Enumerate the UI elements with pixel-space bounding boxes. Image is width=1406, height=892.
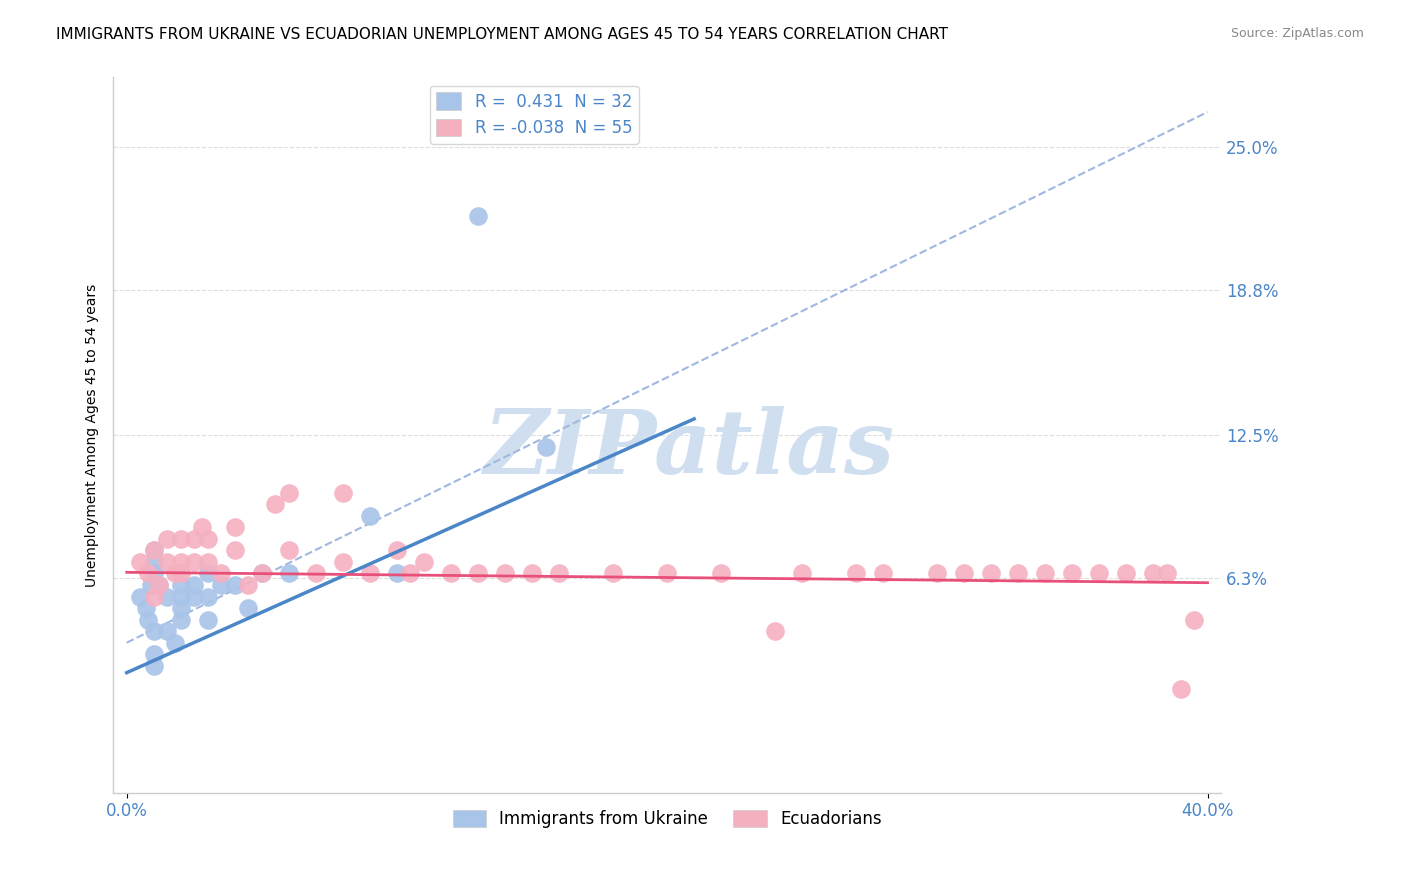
Point [1170,681,1192,696]
Point [156,590,179,604]
Point [494,566,516,581]
Point [359,566,381,581]
Point [1115,566,1137,581]
Point [142,658,165,673]
Point [197,566,219,581]
Point [953,566,976,581]
Point [183,590,205,604]
Point [1156,566,1178,581]
Point [1182,613,1205,627]
Point [763,624,786,639]
Point [156,624,179,639]
Point [142,543,165,558]
Point [710,566,733,581]
Point [1088,566,1111,581]
Point [197,532,219,546]
Point [156,555,179,569]
Point [156,532,179,546]
Point [792,566,814,581]
Point [534,440,557,454]
Point [1142,566,1164,581]
Point [1035,566,1057,581]
Point [385,543,408,558]
Point [238,578,260,592]
Point [467,209,489,223]
Point [277,566,299,581]
Point [142,647,165,661]
Point [183,578,205,592]
Text: ZIPatlas: ZIPatlas [484,406,894,492]
Point [1007,566,1029,581]
Point [224,543,246,558]
Point [385,566,408,581]
Point [170,578,193,592]
Point [224,578,246,592]
Point [170,566,193,581]
Point [548,566,571,581]
Point [197,590,219,604]
Point [170,532,193,546]
Point [305,566,328,581]
Point [170,555,193,569]
Point [142,555,165,569]
Point [927,566,949,581]
Point [142,624,165,639]
Point [980,566,1002,581]
Point [332,485,354,500]
Point [399,566,422,581]
Point [467,566,489,581]
Point [209,566,232,581]
Point [872,566,894,581]
Point [440,566,463,581]
Point [135,601,157,615]
Point [277,485,299,500]
Point [148,578,170,592]
Point [359,508,381,523]
Point [197,613,219,627]
Point [165,566,187,581]
Point [170,613,193,627]
Point [139,578,162,592]
Point [520,566,543,581]
Point [332,555,354,569]
Point [142,543,165,558]
Point [183,532,205,546]
Point [142,566,165,581]
Point [845,566,868,581]
Point [277,543,299,558]
Point [183,555,205,569]
Point [142,590,165,604]
Point [129,590,152,604]
Legend: Immigrants from Ukraine, Ecuadorians: Immigrants from Ukraine, Ecuadorians [446,803,889,834]
Point [655,566,678,581]
Point [170,601,193,615]
Point [250,566,273,581]
Point [1062,566,1084,581]
Y-axis label: Unemployment Among Ages 45 to 54 years: Unemployment Among Ages 45 to 54 years [86,284,100,587]
Point [129,555,152,569]
Point [136,566,159,581]
Point [148,578,170,592]
Text: IMMIGRANTS FROM UKRAINE VS ECUADORIAN UNEMPLOYMENT AMONG AGES 45 TO 54 YEARS COR: IMMIGRANTS FROM UKRAINE VS ECUADORIAN UN… [56,27,948,42]
Point [165,636,187,650]
Point [136,613,159,627]
Point [264,497,287,511]
Point [170,590,193,604]
Point [197,555,219,569]
Text: Source: ZipAtlas.com: Source: ZipAtlas.com [1230,27,1364,40]
Point [224,520,246,534]
Point [209,578,232,592]
Point [413,555,436,569]
Point [602,566,624,581]
Point [250,566,273,581]
Point [191,520,214,534]
Point [238,601,260,615]
